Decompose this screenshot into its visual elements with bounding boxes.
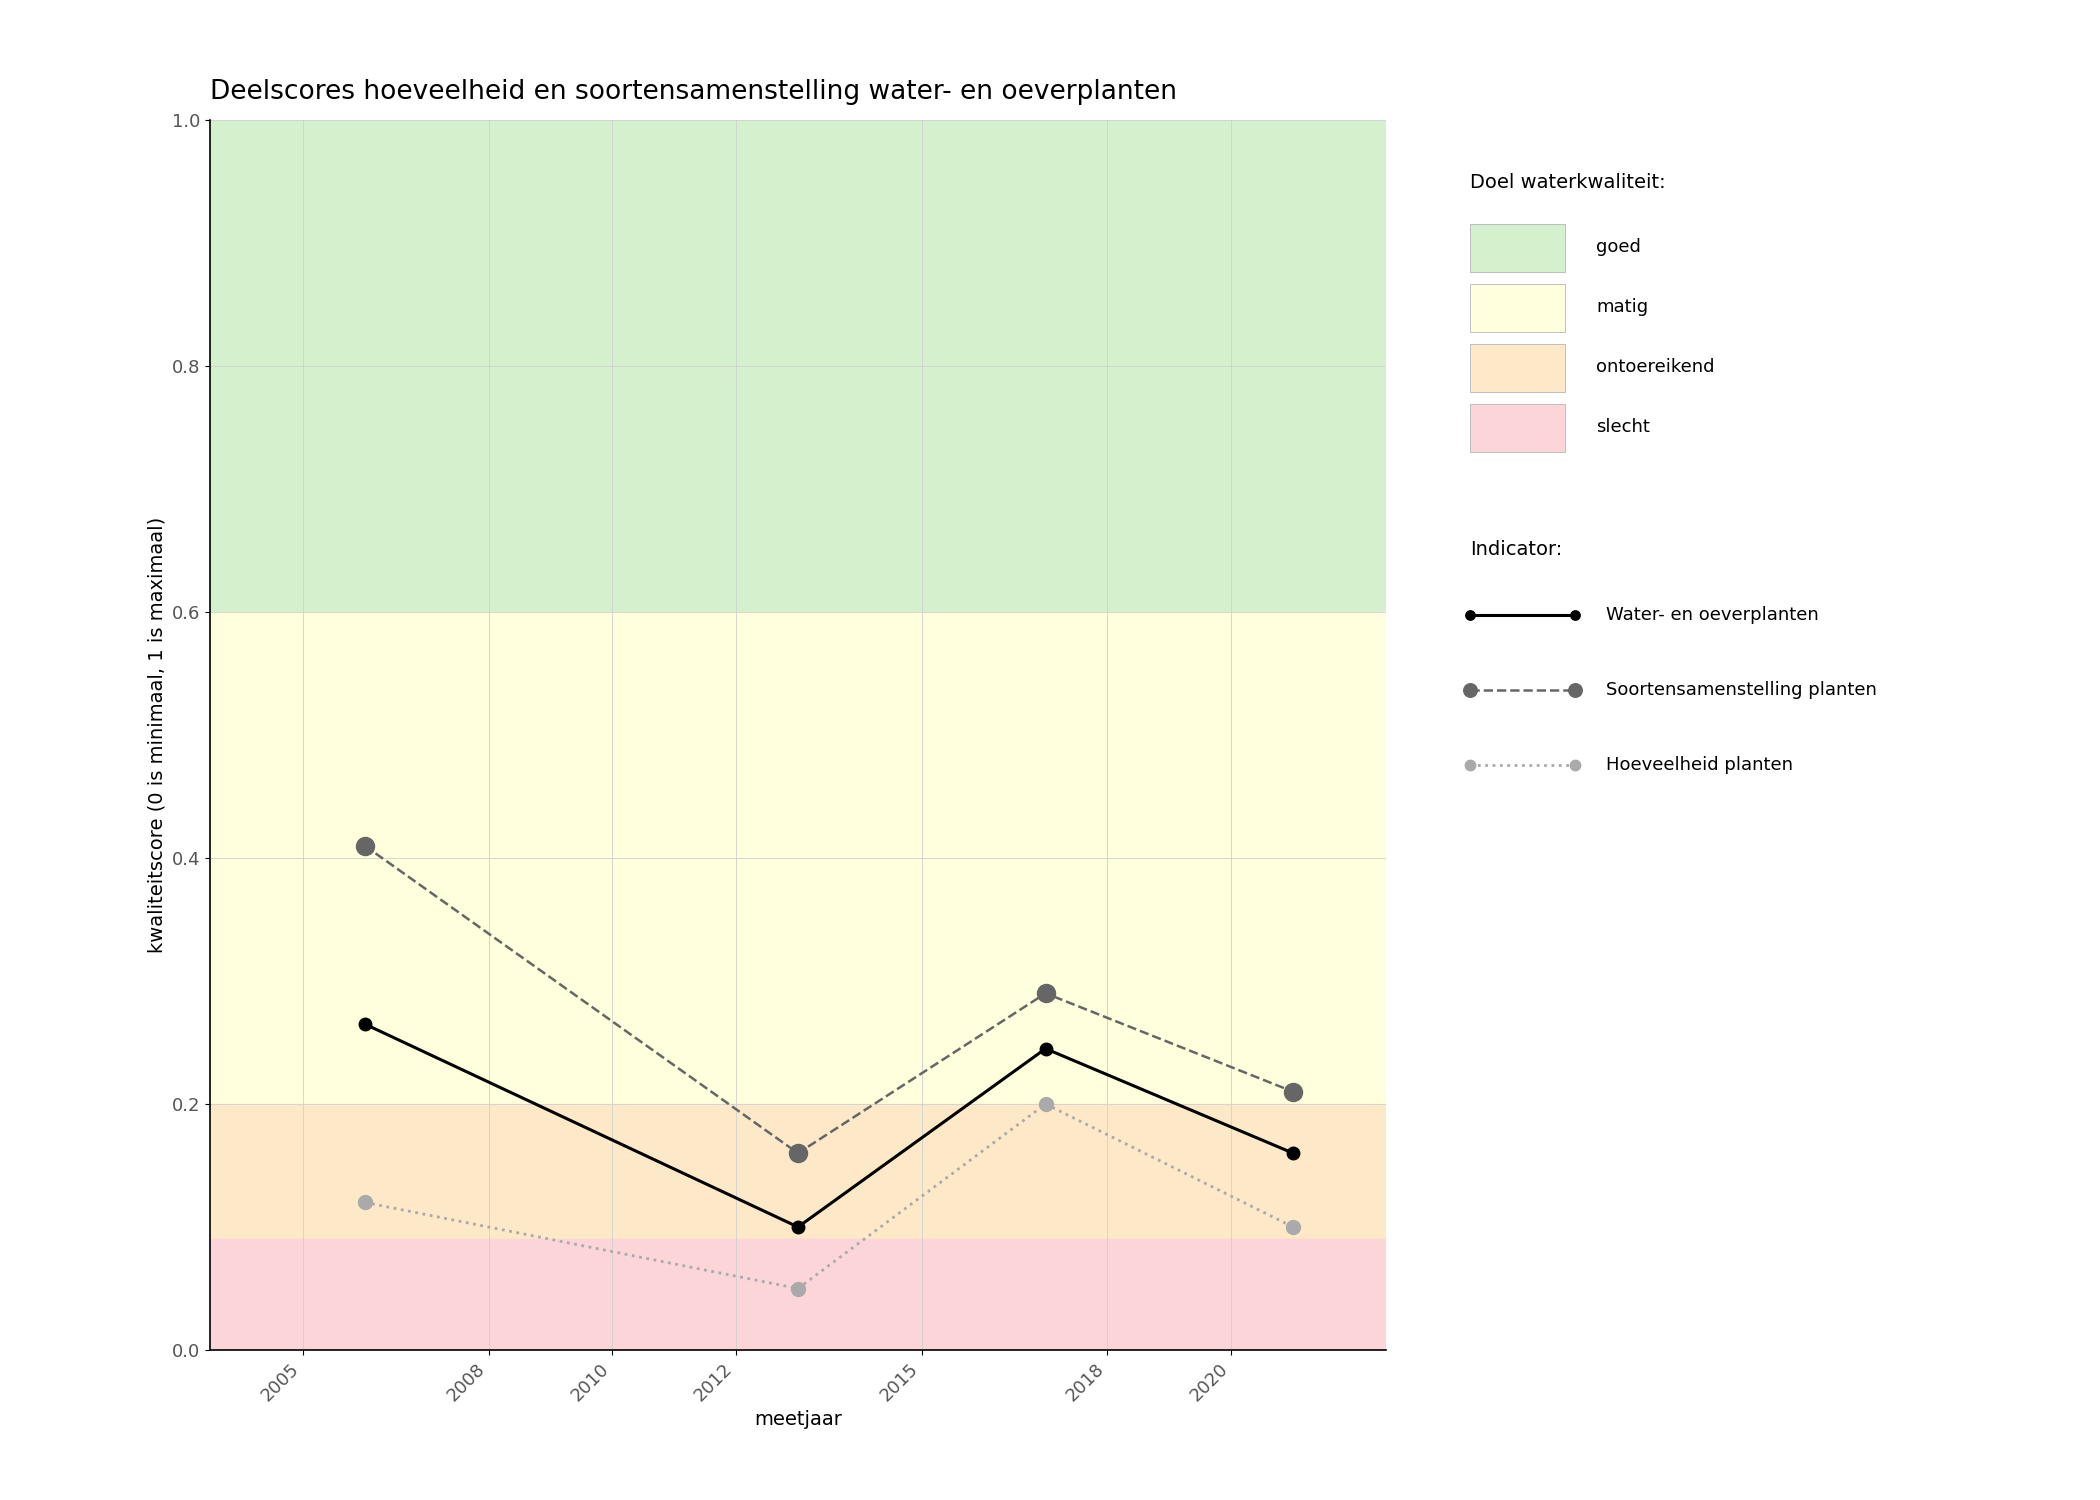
Text: Indicator:: Indicator: <box>1470 540 1562 560</box>
Bar <box>210 1104 1386 1239</box>
Bar <box>210 120 1386 612</box>
Text: slecht: slecht <box>1596 419 1651 436</box>
Bar <box>210 612 1386 1104</box>
Text: matig: matig <box>1596 298 1648 316</box>
Text: Water- en oeverplanten: Water- en oeverplanten <box>1606 606 1819 624</box>
X-axis label: meetjaar: meetjaar <box>754 1410 842 1430</box>
Y-axis label: kwaliteitscore (0 is minimaal, 1 is maximaal): kwaliteitscore (0 is minimaal, 1 is maxi… <box>147 518 166 952</box>
Text: Deelscores hoeveelheid en soortensamenstelling water- en oeverplanten: Deelscores hoeveelheid en soortensamenst… <box>210 80 1176 105</box>
Text: Doel waterkwaliteit:: Doel waterkwaliteit: <box>1470 172 1665 192</box>
Text: Hoeveelheid planten: Hoeveelheid planten <box>1606 756 1793 774</box>
Text: goed: goed <box>1596 238 1640 256</box>
Text: Soortensamenstelling planten: Soortensamenstelling planten <box>1606 681 1877 699</box>
Text: ontoereikend: ontoereikend <box>1596 358 1714 376</box>
Bar <box>210 1239 1386 1350</box>
